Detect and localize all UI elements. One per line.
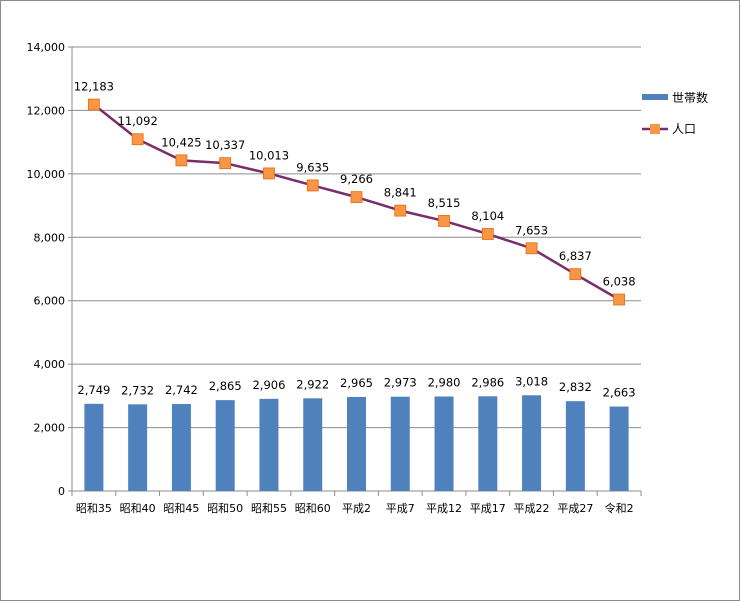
x-tick-label: 昭和60 [295,502,331,515]
x-tick-label: 昭和35 [76,502,112,515]
household-bar [522,395,542,491]
population-marker [175,154,188,167]
household-bar [303,398,323,491]
household-data-label: 2,865 [209,379,242,393]
y-tick-label: 8,000 [34,231,66,244]
population-marker [525,242,538,255]
household-data-label: 2,906 [252,378,285,392]
x-tick-label: 平成22 [514,502,550,515]
population-markers [87,98,626,306]
household-data-label: 2,742 [165,383,198,397]
x-axis-tick-labels: 昭和35 昭和40 昭和45 昭和50 昭和55 昭和60 平成2 平成7 平成12 平成17 平成… [76,501,634,515]
household-data-label: 2,663 [603,386,636,400]
population-marker [306,179,319,192]
legend-swatch-population-marker [650,124,660,134]
population-marker [263,167,275,180]
y-tick-label: 4,000 [34,358,66,371]
household-data-labels: 2,749 2,732 2,742 2,865 2,906 2,922 2,965 2,973… [77,374,635,399]
legend: 世帯数 人口 [642,90,708,136]
population-data-label: 10,013 [249,148,289,162]
legend-label-households: 世帯数 [672,90,708,105]
household-data-label: 2,965 [340,376,373,390]
y-tick-label: 0 [58,485,65,498]
population-marker [394,204,407,217]
household-data-label: 2,832 [559,380,592,394]
x-tick-label: 平成2 [342,502,371,515]
household-data-label: 2,980 [428,375,461,389]
household-bar [171,404,191,491]
x-tick-label: 昭和55 [251,502,287,515]
x-tick-label: 昭和40 [120,502,156,515]
household-data-label: 2,732 [121,383,154,397]
x-tick-label: 平成7 [386,502,415,515]
y-tick-label: 12,000 [27,104,66,117]
population-data-label: 7,653 [515,223,548,237]
population-marker [87,98,100,111]
population-marker [613,293,626,306]
population-data-label: 6,038 [603,275,636,289]
x-tick-label: 平成27 [557,502,593,515]
household-bar [128,404,148,491]
household-bar [434,396,454,491]
population-marker [131,133,144,146]
population-data-label: 9,266 [340,172,373,186]
population-marker [219,157,232,170]
population-data-label: 6,837 [559,249,592,263]
household-bar [565,401,585,491]
population-marker [481,228,494,240]
household-data-label: 2,986 [471,375,504,389]
household-bar [609,406,629,491]
household-bar [390,396,410,491]
household-data-label: 2,922 [296,377,329,391]
household-bar [215,400,235,491]
legend-swatch-households [642,94,668,100]
household-data-label: 3,018 [515,374,548,388]
y-tick-label: 2,000 [34,422,66,435]
household-bar [259,398,279,491]
y-tick-label: 14,000 [27,41,66,54]
household-bar [347,396,366,491]
x-tick-label: 平成17 [470,502,506,515]
population-data-label: 9,635 [296,160,329,174]
population-marker [569,268,582,281]
legend-label-population: 人口 [672,122,696,136]
x-tick-label: 令和2 [605,501,634,515]
household-data-label: 2,749 [77,383,110,397]
y-tick-label: 6,000 [34,295,66,308]
x-tick-label: 昭和50 [207,502,243,515]
population-data-label: 11,092 [118,114,158,128]
y-tick-label: 10,000 [27,168,66,181]
population-data-label: 12,183 [74,80,114,94]
population-marker [350,191,363,204]
population-data-label: 10,425 [161,135,201,149]
population-data-label: 10,337 [205,138,245,152]
household-bar [478,396,498,491]
population-marker [438,215,450,227]
household-bar [84,403,104,491]
x-tick-label: 昭和45 [163,502,199,515]
population-data-label: 8,104 [471,209,504,223]
grid-lines [68,46,641,492]
population-data-label: 8,841 [384,186,417,200]
y-axis-tick-labels: 0 2,000 4,000 6,000 8,000 10,000 12,000 14,000 [27,41,66,498]
x-tick-label: 平成12 [426,502,462,515]
household-data-label: 2,973 [384,376,417,390]
household-bars [84,395,629,491]
population-data-label: 8,515 [428,196,461,210]
